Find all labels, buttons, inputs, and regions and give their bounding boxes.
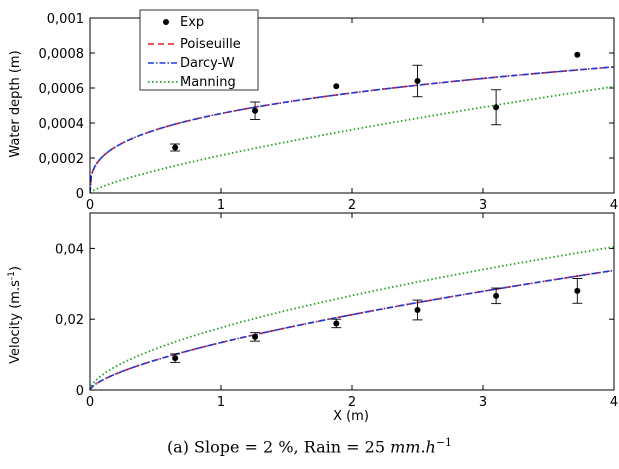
water-depth-ticks: 0 1 2 3 4 0 0,0002 0,0004 0,0006 0,0008 0,001 xyxy=(39,12,619,213)
velocity-y-axis-label-close: ) xyxy=(8,266,23,271)
water-depth-exp-point xyxy=(493,104,500,111)
legend-label-exp: Exp xyxy=(180,15,204,30)
water-depth-y-tick-label: 0,001 xyxy=(47,12,84,27)
caption-unit: mm.h xyxy=(390,437,436,457)
water-depth-exp-point xyxy=(414,78,421,84)
velocity-exp-point xyxy=(414,306,421,313)
velocity-exp-point xyxy=(172,355,179,362)
water-depth-x-tick-label: 0 xyxy=(86,198,94,213)
velocity-ticks: 0 1 2 3 4 0 0,02 0,04 xyxy=(55,213,618,410)
water-depth-x-tick-label: 2 xyxy=(348,198,356,213)
water-depth-line-manning xyxy=(90,85,614,193)
legend: Exp Poiseuille Darcy-W Manning xyxy=(139,9,259,91)
legend-label-manning: Manning xyxy=(180,75,236,90)
velocity-exp-point xyxy=(333,320,340,327)
velocity-plot-frame xyxy=(89,212,615,391)
velocity-x-tick-label: 0 xyxy=(86,395,94,410)
figure-caption: (a) Slope = 2 %, Rain = 25 mm.h−1 xyxy=(0,436,619,456)
velocity-line-poiseuille xyxy=(90,269,614,390)
water-depth-exp-point xyxy=(252,107,259,114)
water-depth-line-darcy-w xyxy=(90,66,614,193)
velocity-exp-point xyxy=(574,287,581,294)
velocity-y-axis-label-main: Velocity (m.s xyxy=(8,280,23,364)
velocity-exp-point xyxy=(252,333,259,340)
caption-exponent: −1 xyxy=(435,436,453,449)
water-depth-series xyxy=(90,51,614,193)
legend-label-poiseuille: Poiseuille xyxy=(180,37,241,52)
velocity-x-tick-label: 3 xyxy=(479,395,487,410)
velocity-y-tick-label: 0 xyxy=(76,384,84,399)
water-depth-y-axis-label: Water depth (m) xyxy=(8,50,23,157)
velocity-y-axis-label-exponent: -1 xyxy=(7,271,17,280)
velocity-x-tick-label: 1 xyxy=(217,395,225,410)
water-depth-y-tick-label: 0,0002 xyxy=(39,152,85,167)
velocity-y-axis-label: Velocity (m.s-1) xyxy=(7,266,23,364)
velocity-line-darcy-w xyxy=(90,269,614,390)
caption-prefix: (a) Slope = 2 %, Rain = 25 xyxy=(166,437,391,457)
water-depth-exp-point xyxy=(574,51,581,58)
velocity-y-tick-label: 0,02 xyxy=(55,313,84,328)
x-axis-label: X (m) xyxy=(333,409,369,424)
velocity-line-manning xyxy=(90,245,614,390)
velocity-panel: 0 1 2 3 4 0 0,02 0,04 Velocity (m.s-1) X (m) xyxy=(7,212,618,424)
velocity-x-tick-label: 4 xyxy=(610,395,618,410)
legend-label-darcy-w: Darcy-W xyxy=(180,56,235,71)
water-depth-plot-frame xyxy=(89,17,615,194)
water-depth-x-tick-label: 1 xyxy=(217,198,225,213)
water-depth-x-tick-label: 3 xyxy=(479,198,487,213)
velocity-y-tick-label: 0,04 xyxy=(55,242,84,257)
water-depth-y-tick-label: 0,0006 xyxy=(39,82,85,97)
water-depth-y-tick-label: 0,0004 xyxy=(39,117,85,132)
velocity-exp-point xyxy=(493,292,500,299)
velocity-x-tick-label: 2 xyxy=(348,395,356,410)
velocity-series xyxy=(90,245,614,390)
water-depth-exp-point xyxy=(172,144,179,151)
water-depth-panel: 0 1 2 3 4 0 0,0002 0,0004 0,0006 0,0008 0,001 Wate… xyxy=(8,9,619,213)
water-depth-y-tick-label: 0 xyxy=(76,187,84,202)
water-depth-x-tick-label: 4 xyxy=(610,198,618,213)
water-depth-y-tick-label: 0,0008 xyxy=(39,47,85,62)
legend-marker-exp xyxy=(163,19,169,25)
water-depth-exp-point xyxy=(333,83,340,90)
legend-box xyxy=(139,9,259,91)
